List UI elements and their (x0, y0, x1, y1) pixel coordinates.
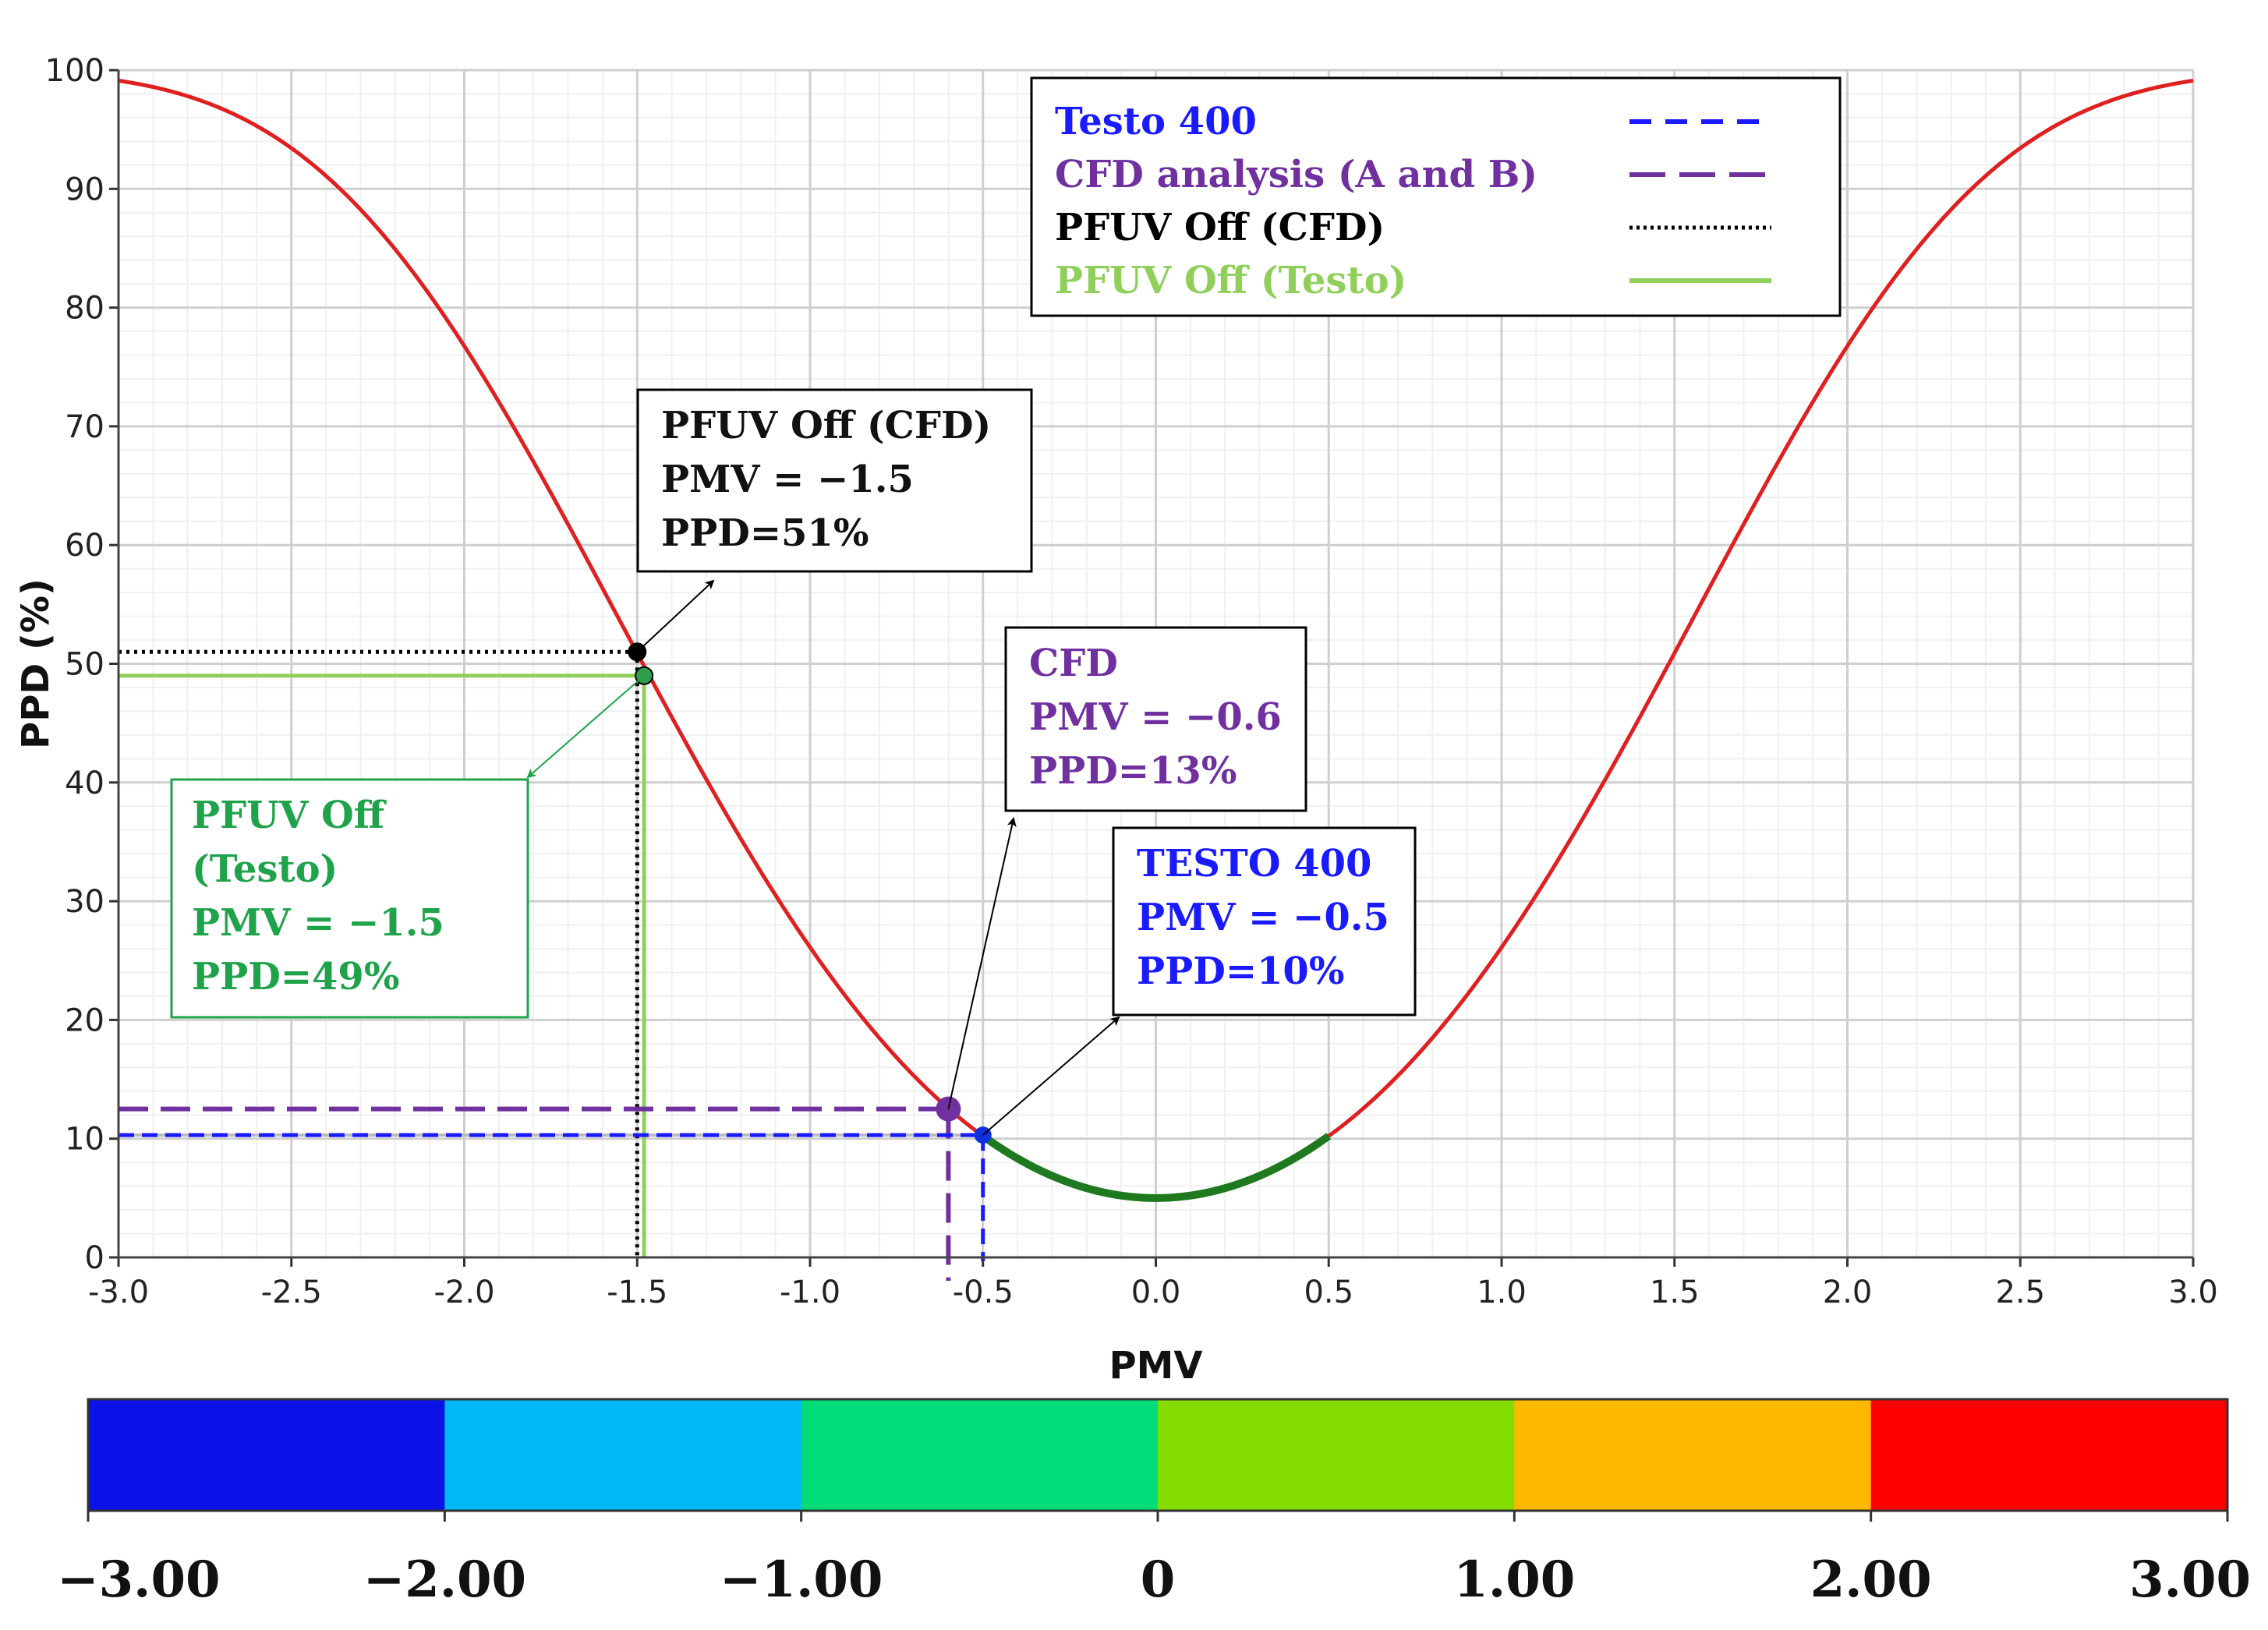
annotation-line: PMV = −1.5 (192, 901, 444, 945)
annotation-line: PMV = −1.5 (661, 458, 914, 501)
colorbar-label: 3.00 (2129, 1550, 2251, 1609)
colorbar-label: 1.00 (1453, 1550, 1575, 1609)
y-tick-label: 0 (85, 1240, 104, 1276)
colorbar-label: 0 (1141, 1550, 1176, 1609)
x-tick-label: 3.0 (2168, 1275, 2218, 1310)
comfort-zone-curve (980, 1133, 1332, 1202)
y-tick-label: 80 (65, 291, 104, 327)
x-tick-label: 2.0 (1823, 1275, 1873, 1310)
annotation-line: CFD (1029, 642, 1118, 685)
colorbar-segment (88, 1399, 445, 1511)
colorbar-label: −1.00 (720, 1550, 883, 1609)
x-tick-label: -0.5 (953, 1275, 1014, 1310)
legend-label: PFUV Off (CFD) (1055, 206, 1385, 249)
x-tick-label: -2.0 (433, 1275, 494, 1310)
colorbar-segment (444, 1399, 802, 1511)
x-axis-title: PMV (1109, 1344, 1202, 1388)
x-tick-label: 1.5 (1650, 1275, 1700, 1310)
y-tick-label: 50 (65, 647, 104, 683)
annotation-line: PPD=51% (661, 511, 869, 555)
colorbar-segment (801, 1399, 1159, 1511)
legend-label: CFD analysis (A and B) (1055, 153, 1537, 196)
colorbar-segment (1870, 1399, 2228, 1511)
arrow-pfuv-testo (526, 674, 645, 779)
y-axis-title: PPD (%) (14, 578, 58, 749)
arrow-pfuv-cfd (636, 579, 715, 653)
annotation-box (1112, 826, 1417, 1017)
x-tick-label: -2.5 (261, 1275, 322, 1310)
y-tick-label: 100 (45, 53, 104, 89)
x-tick-label: -1.5 (607, 1275, 667, 1310)
arrow-cfd (947, 817, 1017, 1109)
y-tick-label: 70 (65, 409, 104, 445)
x-tick-label: 2.5 (1995, 1275, 2045, 1310)
x-tick-label: 0.5 (1304, 1275, 1353, 1310)
annotation-box (170, 778, 529, 1019)
annotation-line: PFUV Off (192, 794, 387, 837)
y-tick-label: 90 (65, 171, 104, 207)
annotation-box (636, 388, 1033, 573)
legend-label: Testo 400 (1055, 100, 1257, 143)
y-tick-label: 10 (65, 1122, 104, 1158)
annotation-line: PMV = −0.6 (1029, 695, 1282, 739)
colorbar-label: −3.00 (57, 1550, 221, 1609)
annotation-box (1004, 626, 1307, 812)
x-tick-label: -1.0 (780, 1275, 840, 1310)
x-tick-label: -3.0 (88, 1275, 149, 1310)
y-tick-label: 40 (65, 765, 104, 801)
legend: Testo 400 CFD analysis (A and B) PFUV Off … (1030, 76, 1842, 317)
axes: -3.0 -2.5 -2.0 -1.5 -1.0 -0.5 0.0 0.5 1.0 1.5 2.0 2… (14, 53, 2218, 1388)
annotation-line: TESTO 400 (1137, 842, 1371, 886)
annotation-line: PMV = −0.5 (1137, 896, 1389, 939)
annotation-line: (Testo) (192, 847, 338, 891)
colorbar-label: 2.00 (1810, 1550, 1932, 1609)
plot-area (118, 78, 2194, 1281)
colorbar-label: −2.00 (363, 1550, 527, 1609)
annotation-line: PPD=13% (1029, 749, 1237, 793)
colorbar-segment (1514, 1399, 1872, 1511)
annotation-line: PFUV Off (CFD) (661, 404, 991, 447)
y-tick-label: 30 (65, 884, 104, 920)
x-tick-label: 0.0 (1131, 1275, 1181, 1310)
annotation-line: PPD=49% (192, 955, 399, 999)
legend-label: PFUV Off (Testo) (1055, 259, 1406, 302)
annotation-line: PPD=10% (1137, 949, 1344, 993)
arrow-testo (982, 1016, 1120, 1136)
annotations: PFUV Off (CFD) PMV = −1.5 PPD=51% CFD PMV = … (170, 388, 1417, 1136)
colorbar-segment (1158, 1399, 1515, 1511)
legend-box (1030, 76, 1842, 317)
y-tick-label: 20 (65, 1002, 104, 1038)
y-tick-label: 60 (65, 528, 104, 564)
x-tick-label: 1.0 (1477, 1275, 1527, 1310)
colorbar: −3.00 −2.00 −1.00 0 1.00 2.00 3.00 (57, 1398, 2251, 1609)
